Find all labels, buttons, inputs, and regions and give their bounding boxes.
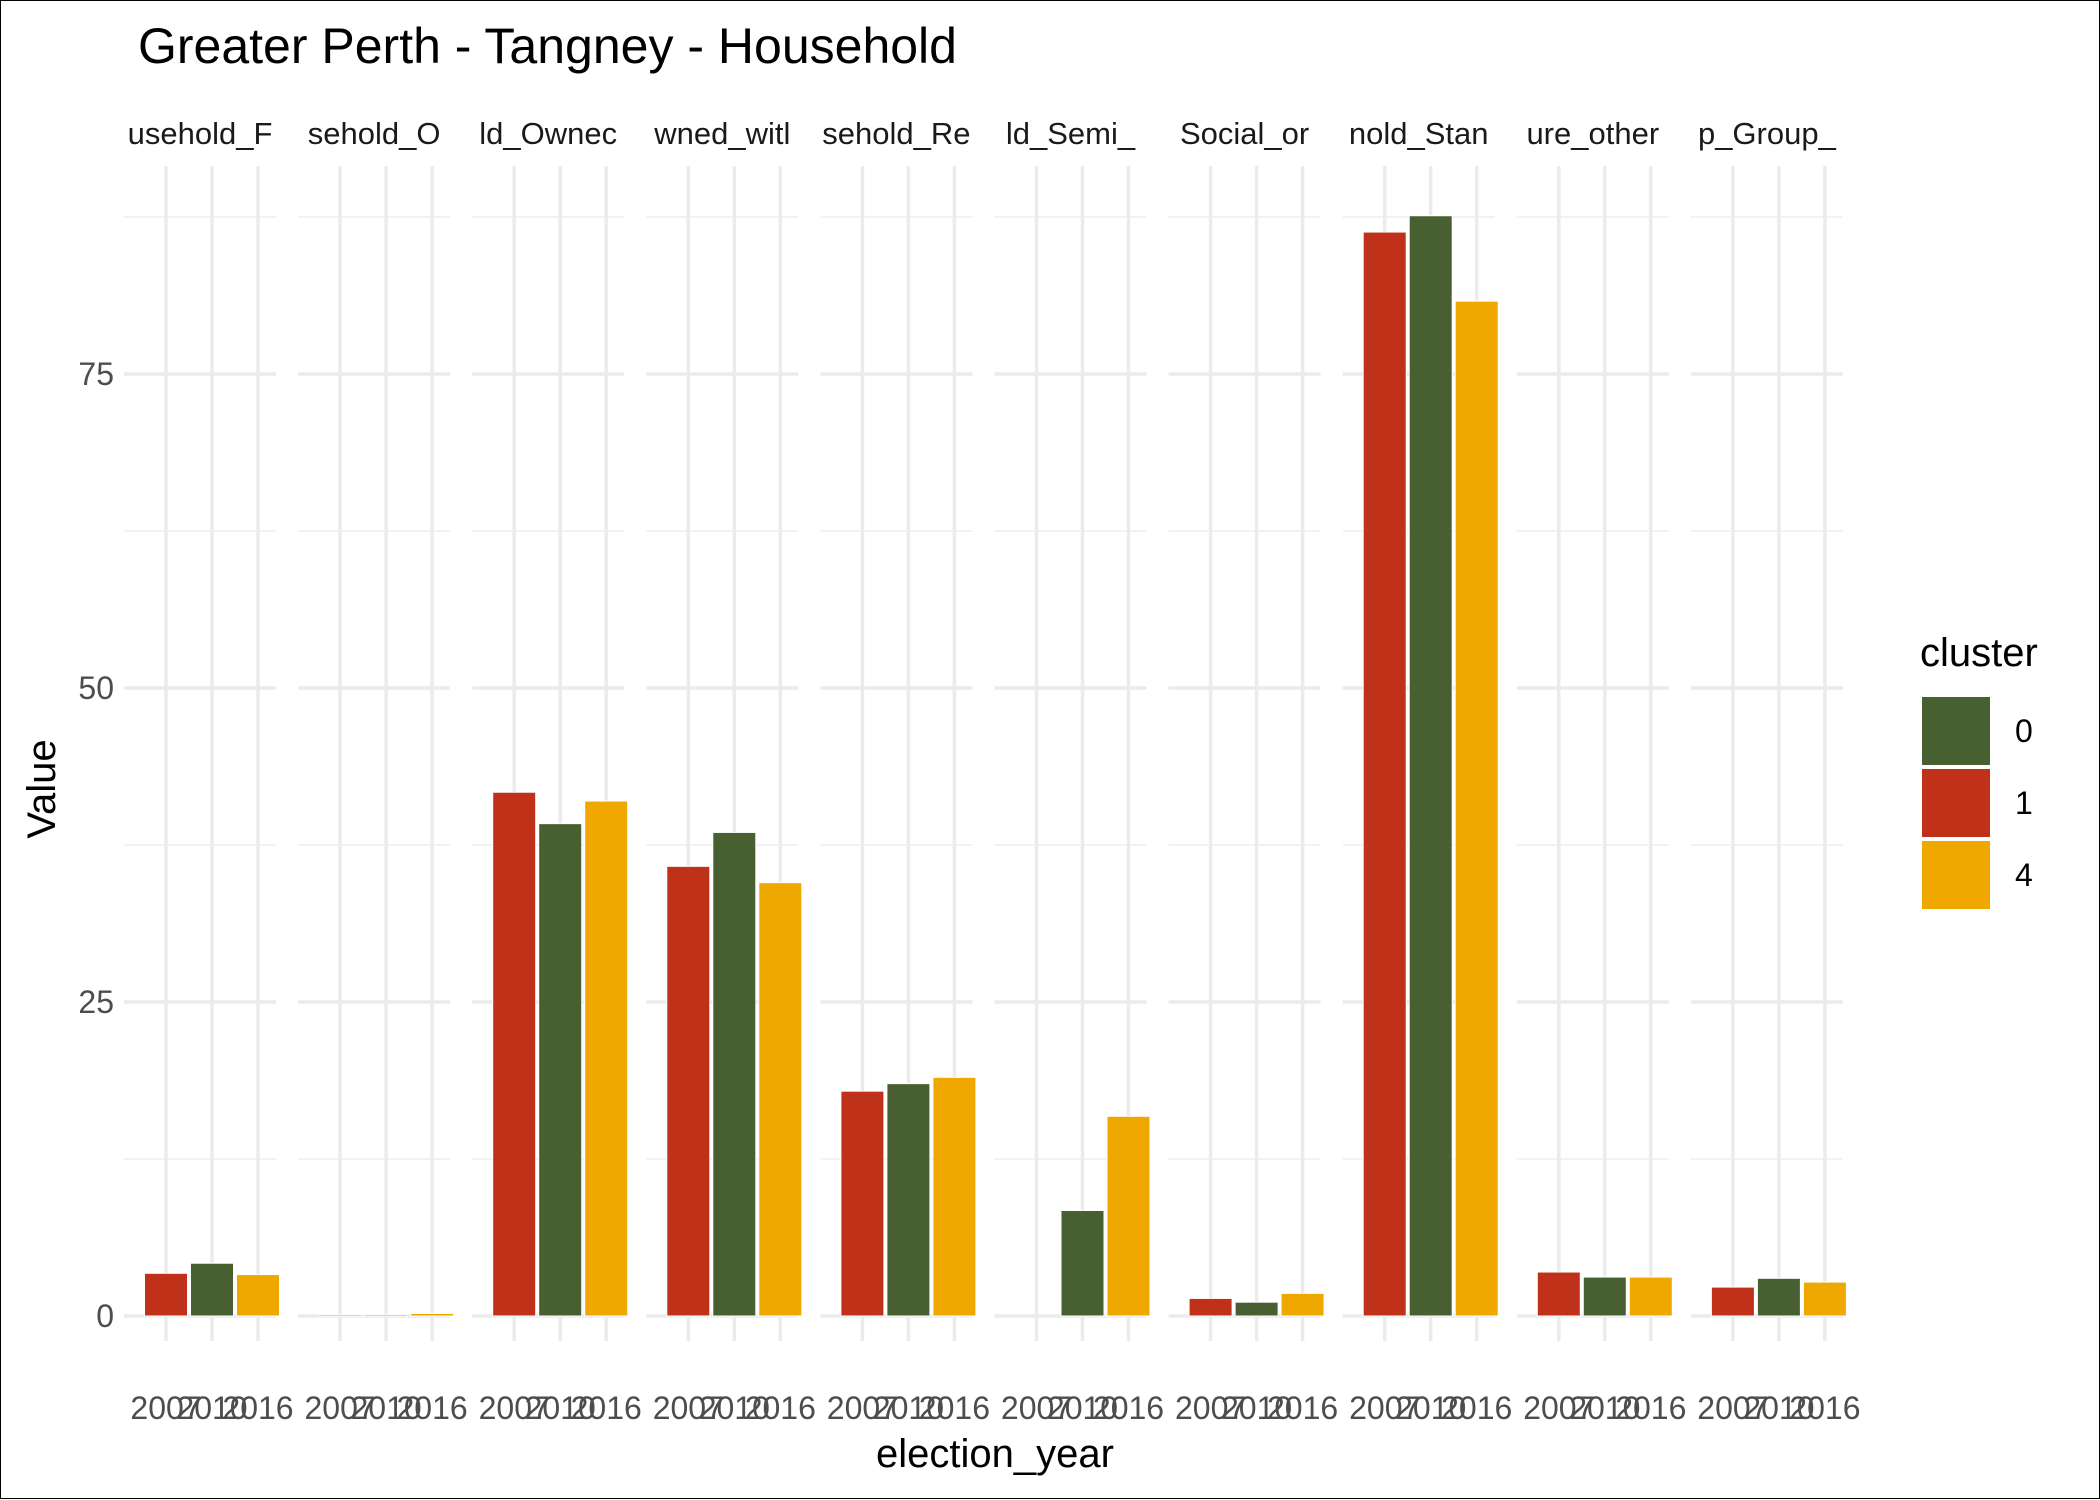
x-tick-label: 2016 <box>222 1390 293 1426</box>
x-tick-label: 2010 <box>1221 1390 1292 1426</box>
bar-2010-cluster-0 <box>1408 215 1453 1317</box>
bar-2016-cluster-4 <box>1280 1292 1325 1317</box>
facet-strip-label: ld_Semi_ <box>1006 116 1136 151</box>
bar-2010-cluster-0 <box>538 823 583 1317</box>
chart-title: Greater Perth - Tangney - Household <box>138 18 957 74</box>
bar-2010-cluster-0 <box>1060 1209 1105 1317</box>
x-tick-label: 2010 <box>699 1390 770 1426</box>
x-tick-label: 2007 <box>1349 1390 1420 1426</box>
facet-strip-label: p_Group_ <box>1698 116 1837 151</box>
x-tick-label: 2010 <box>176 1390 247 1426</box>
bar-2007-cluster-1 <box>666 865 711 1317</box>
bar-2010-cluster-0 <box>1582 1276 1627 1317</box>
x-tick-label: 2007 <box>827 1390 898 1426</box>
strip-labels: usehold_F sehold_O ld_Ownec wned_witl sehold… <box>128 116 1837 151</box>
bars-layer <box>144 215 1847 1317</box>
x-tick-label: 2007 <box>130 1390 201 1426</box>
bar-2007-cluster-1 <box>318 1314 363 1317</box>
x-tick-label: 2010 <box>525 1390 596 1426</box>
bar-2016-cluster-4 <box>236 1274 280 1317</box>
facet-strip-label: Social_or <box>1180 116 1309 151</box>
x-tick-label: 2016 <box>745 1390 816 1426</box>
bar-2007-cluster-1 <box>840 1090 885 1317</box>
legend-label-1: 1 <box>2015 785 2033 821</box>
x-tick-label: 2007 <box>1001 1390 1072 1426</box>
x-tick-label: 2016 <box>1441 1390 1512 1426</box>
bar-2007-cluster-1 <box>1710 1286 1755 1317</box>
x-tick-label: 2010 <box>1047 1390 1118 1426</box>
x-tick-label: 2007 <box>305 1390 376 1426</box>
facet-strip-label: ld_Ownec <box>479 116 617 151</box>
bar-2007-cluster-1 <box>1362 231 1407 1317</box>
legend-title: cluster <box>1920 631 2038 675</box>
bar-2010-cluster-0 <box>886 1083 931 1317</box>
x-tick-label: 2010 <box>1743 1390 1814 1426</box>
x-tick-label: 2016 <box>919 1390 990 1426</box>
bar-2007-cluster-1 <box>1188 1297 1233 1317</box>
x-tick-label: 2010 <box>351 1390 422 1426</box>
x-tick-label: 2007 <box>1697 1390 1768 1426</box>
y-tick-label: 0 <box>96 1298 114 1334</box>
bar-2016-cluster-4 <box>1106 1115 1151 1317</box>
bar-2016-cluster-4 <box>1628 1276 1673 1317</box>
x-tick-label: 2007 <box>653 1390 724 1426</box>
bar-2007-cluster-1 <box>492 791 537 1317</box>
legend-label-0: 0 <box>2015 713 2033 749</box>
bar-2007-cluster-1 <box>1536 1271 1581 1317</box>
legend-key-1 <box>1922 769 1990 837</box>
y-axis-title: Value <box>20 739 64 838</box>
bar-2016-cluster-4 <box>410 1312 455 1317</box>
bar-2010-cluster-0 <box>712 831 757 1317</box>
bar-2010-cluster-0 <box>1756 1277 1801 1317</box>
y-tick-label: 50 <box>78 670 114 706</box>
x-tick-label: 2007 <box>479 1390 550 1426</box>
facet-strip-label: wned_witl <box>653 116 790 151</box>
x-tick-label: 2016 <box>1267 1390 1338 1426</box>
facet-strip-label: sehold_Re <box>822 116 970 151</box>
y-tick-label: 25 <box>78 984 114 1020</box>
y-tick-label: 75 <box>78 356 114 392</box>
bar-2010-cluster-0 <box>364 1314 409 1317</box>
grid-layer <box>124 166 1843 1341</box>
bar-2016-cluster-4 <box>1802 1281 1847 1317</box>
facet-strip-label: sehold_O <box>308 116 441 151</box>
legend-key-0 <box>1922 697 1990 765</box>
x-tick-label: 2010 <box>873 1390 944 1426</box>
facet-strip-label: ure_other <box>1526 116 1659 151</box>
facet-strip-label: usehold_F <box>128 116 273 151</box>
bar-2010-cluster-0 <box>1234 1301 1279 1317</box>
x-tick-label: 2010 <box>1569 1390 1640 1426</box>
bar-2010-cluster-0 <box>190 1262 234 1317</box>
bar-2007-cluster-1 <box>144 1272 188 1317</box>
bar-2016-cluster-4 <box>1454 300 1499 1317</box>
bar-2016-cluster-4 <box>932 1076 977 1317</box>
x-tick-label: 2016 <box>571 1390 642 1426</box>
x-tick-label: 2016 <box>1789 1390 1860 1426</box>
x-tick-label: 2007 <box>1523 1390 1594 1426</box>
legend: cluster 0 1 4 <box>1920 631 2038 909</box>
x-tick-label: 2007 <box>1175 1390 1246 1426</box>
x-axis-title: election_year <box>876 1432 1114 1476</box>
x-tick-label: 2016 <box>1615 1390 1686 1426</box>
facet-strip-label: nold_Stan <box>1349 116 1489 151</box>
bar-2016-cluster-4 <box>584 800 629 1317</box>
x-tick-label: 2016 <box>1093 1390 1164 1426</box>
bar-2016-cluster-4 <box>758 882 803 1317</box>
x-tick-label: 2010 <box>1395 1390 1466 1426</box>
y-axis: 0 25 50 75 <box>78 356 114 1334</box>
legend-key-4 <box>1922 841 1990 909</box>
x-tick-label: 2016 <box>397 1390 468 1426</box>
legend-label-4: 4 <box>2015 857 2033 893</box>
